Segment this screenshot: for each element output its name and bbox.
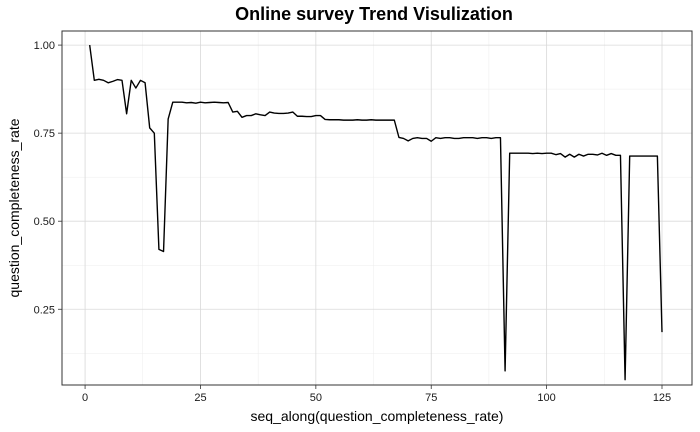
- y-tick-label: 1.00: [34, 40, 55, 52]
- x-tick-label: 125: [653, 392, 671, 404]
- y-tick-label: 0.25: [34, 304, 55, 316]
- chart-title: Online survey Trend Visulization: [235, 4, 513, 24]
- x-tick-label: 50: [310, 392, 322, 404]
- x-tick-label: 100: [537, 392, 555, 404]
- x-axis-label: seq_along(question_completeness_rate): [251, 408, 504, 424]
- grid: [62, 31, 692, 385]
- x-tick-label: 0: [82, 392, 88, 404]
- series-layer: [88, 44, 663, 381]
- y-axis-label: question_completeness_rate: [6, 118, 22, 297]
- y-tick-label: 0.50: [34, 216, 55, 228]
- x-tick-label: 75: [425, 392, 437, 404]
- x-tick-label: 25: [194, 392, 206, 404]
- plot-panel-border: [61, 30, 693, 386]
- axis-ticks: 0 25 50 75 100 125 0.25 0.50 0.75 1.00: [34, 40, 672, 404]
- y-tick-label: 0.75: [34, 128, 55, 140]
- series-line: [88, 44, 663, 381]
